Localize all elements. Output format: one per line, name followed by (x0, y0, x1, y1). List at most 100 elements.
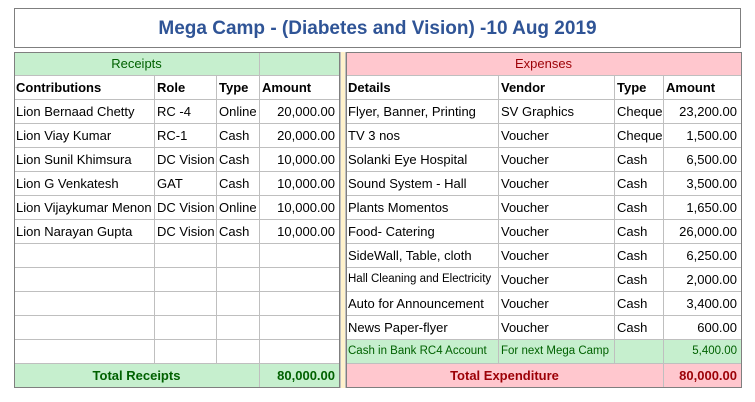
receipts-cell-contribution[interactable]: Lion Bernaad Chetty (14, 100, 155, 124)
expenses-cell-type[interactable]: Cash (615, 268, 664, 292)
receipts-cell-role[interactable] (155, 292, 217, 316)
expenses-cell-detail[interactable]: Flyer, Banner, Printing (346, 100, 499, 124)
expenses-cell-type[interactable]: Cash (615, 172, 664, 196)
receipts-cell-type[interactable]: Online (217, 100, 260, 124)
expenses-cell-vendor[interactable]: Voucher (499, 220, 615, 244)
expenses-cell-amount[interactable]: 1,650.00 (664, 196, 742, 220)
receipts-cell-type[interactable]: Cash (217, 124, 260, 148)
receipts-cell-contribution[interactable]: Lion Narayan Gupta (14, 220, 155, 244)
expenses-cell-vendor[interactable]: Voucher (499, 172, 615, 196)
expenses-cell-amount[interactable]: 2,000.00 (664, 268, 742, 292)
bank-row-type[interactable] (615, 340, 664, 364)
expenses-cell-amount[interactable]: 1,500.00 (664, 124, 742, 148)
receipts-cell-contribution[interactable] (14, 316, 155, 340)
expenses-header-type[interactable]: Type (615, 76, 664, 100)
receipts-cell-role[interactable] (155, 244, 217, 268)
receipts-cell-type[interactable] (217, 316, 260, 340)
expenses-cell-detail[interactable]: Sound System - Hall (346, 172, 499, 196)
receipts-cell-contribution[interactable] (14, 340, 155, 364)
receipts-cell-type[interactable]: Cash (217, 220, 260, 244)
receipts-cell-contribution[interactable]: Lion Viay Kumar (14, 124, 155, 148)
receipts-cell-type[interactable] (217, 292, 260, 316)
receipts-cell-type[interactable]: Cash (217, 172, 260, 196)
expenses-cell-detail[interactable]: SideWall, Table, cloth (346, 244, 499, 268)
expenses-cell-type[interactable]: Cash (615, 196, 664, 220)
expenses-section-label[interactable]: Expenses (346, 52, 742, 76)
expenses-cell-vendor[interactable]: Voucher (499, 244, 615, 268)
receipts-cell-role[interactable]: DC Vision (155, 196, 217, 220)
expenses-cell-amount[interactable]: 26,000.00 (664, 220, 742, 244)
receipts-cell-contribution[interactable]: Lion Vijaykumar Menon (14, 196, 155, 220)
receipts-cell-amount[interactable] (260, 316, 340, 340)
expenses-cell-type[interactable]: Cash (615, 292, 664, 316)
expenses-cell-vendor[interactable]: SV Graphics (499, 100, 615, 124)
bank-row-vendor[interactable]: For next Mega Camp (499, 340, 615, 364)
receipts-header-amount[interactable]: Amount (260, 76, 340, 100)
expenses-header-details[interactable]: Details (346, 76, 499, 100)
expenses-cell-detail[interactable]: News Paper-flyer (346, 316, 499, 340)
receipts-cell-contribution[interactable] (14, 292, 155, 316)
receipts-cell-type[interactable] (217, 340, 260, 364)
expenses-cell-type[interactable]: Cheque (615, 124, 664, 148)
receipts-cell-type[interactable] (217, 244, 260, 268)
receipts-cell-role[interactable]: DC Vision (155, 148, 217, 172)
receipts-cell-type[interactable] (217, 268, 260, 292)
receipts-cell-role[interactable] (155, 340, 217, 364)
expenses-cell-amount[interactable]: 6,250.00 (664, 244, 742, 268)
receipts-cell-amount[interactable] (260, 292, 340, 316)
total-receipts-value[interactable]: 80,000.00 (260, 364, 340, 388)
receipts-cell-role[interactable]: GAT (155, 172, 217, 196)
receipts-header-type[interactable]: Type (217, 76, 260, 100)
total-expenditure-label[interactable]: Total Expenditure (346, 364, 664, 388)
receipts-cell-amount[interactable] (260, 268, 340, 292)
receipts-cell-amount[interactable] (260, 244, 340, 268)
receipts-cell-role[interactable] (155, 268, 217, 292)
page-title[interactable]: Mega Camp - (Diabetes and Vision) -10 Au… (14, 8, 741, 48)
expenses-cell-amount[interactable]: 23,200.00 (664, 100, 742, 124)
receipts-cell-type[interactable]: Cash (217, 148, 260, 172)
expenses-cell-vendor[interactable]: Voucher (499, 268, 615, 292)
receipts-cell-amount[interactable]: 10,000.00 (260, 220, 340, 244)
receipts-cell-contribution[interactable]: Lion G Venkatesh (14, 172, 155, 196)
total-expenditure-value[interactable]: 80,000.00 (664, 364, 742, 388)
receipts-cell-contribution[interactable] (14, 244, 155, 268)
expenses-cell-type[interactable]: Cash (615, 148, 664, 172)
receipts-header-contributions[interactable]: Contributions (14, 76, 155, 100)
receipts-cell-amount[interactable]: 10,000.00 (260, 172, 340, 196)
receipts-cell-type[interactable]: Online (217, 196, 260, 220)
receipts-cell-amount[interactable] (260, 340, 340, 364)
expenses-cell-detail[interactable]: TV 3 nos (346, 124, 499, 148)
expenses-header-vendor[interactable]: Vendor (499, 76, 615, 100)
expenses-cell-amount[interactable]: 3,400.00 (664, 292, 742, 316)
receipts-cell-amount[interactable]: 20,000.00 (260, 124, 340, 148)
expenses-cell-detail[interactable]: Plants Momentos (346, 196, 499, 220)
expenses-cell-vendor[interactable]: Voucher (499, 196, 615, 220)
expenses-cell-amount[interactable]: 6,500.00 (664, 148, 742, 172)
expenses-cell-detail[interactable]: Food- Catering (346, 220, 499, 244)
total-receipts-label[interactable]: Total Receipts (14, 364, 260, 388)
bank-row-detail[interactable]: Cash in Bank RC4 Account (346, 340, 499, 364)
expenses-cell-type[interactable]: Cash (615, 244, 664, 268)
receipts-cell-amount[interactable]: 20,000.00 (260, 100, 340, 124)
receipts-cell-role[interactable]: DC Vision (155, 220, 217, 244)
expenses-header-amount[interactable]: Amount (664, 76, 742, 100)
expenses-cell-vendor[interactable]: Voucher (499, 292, 615, 316)
receipts-cell-role[interactable] (155, 316, 217, 340)
expenses-cell-type[interactable]: Cash (615, 316, 664, 340)
expenses-cell-type[interactable]: Cheque (615, 100, 664, 124)
bank-row-amount[interactable]: 5,400.00 (664, 340, 742, 364)
expenses-cell-detail[interactable]: Auto for Announcement (346, 292, 499, 316)
receipts-section-label-blank[interactable] (260, 52, 340, 76)
expenses-cell-detail[interactable]: Hall Cleaning and Electricity (346, 268, 499, 292)
receipts-cell-contribution[interactable]: Lion Sunil Khimsura (14, 148, 155, 172)
expenses-cell-vendor[interactable]: Voucher (499, 124, 615, 148)
receipts-header-role[interactable]: Role (155, 76, 217, 100)
receipts-cell-amount[interactable]: 10,000.00 (260, 196, 340, 220)
expenses-cell-type[interactable]: Cash (615, 220, 664, 244)
receipts-cell-role[interactable]: RC -4 (155, 100, 217, 124)
expenses-cell-amount[interactable]: 600.00 (664, 316, 742, 340)
expenses-cell-vendor[interactable]: Voucher (499, 316, 615, 340)
expenses-cell-vendor[interactable]: Voucher (499, 148, 615, 172)
receipts-cell-role[interactable]: RC-1 (155, 124, 217, 148)
receipts-cell-contribution[interactable] (14, 268, 155, 292)
